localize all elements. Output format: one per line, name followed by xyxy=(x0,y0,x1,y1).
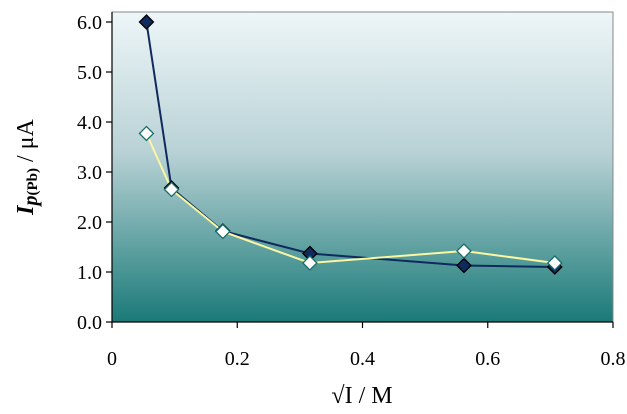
series-2-point xyxy=(546,255,563,271)
axes: 0.0 1.0 2.0 3.0 4.0 5.0 6.0 0 0.2 0.4 0.6 0.8 xyxy=(77,12,626,370)
y-axis-title-sub-pb: (Pb) xyxy=(25,168,41,196)
series-1-point xyxy=(456,257,472,274)
series-2-point xyxy=(214,223,231,240)
y-tick-label: 1.0 xyxy=(77,262,102,284)
y-axis-title-main: I xyxy=(13,204,39,216)
series-1-point xyxy=(138,14,155,30)
y-tick-label: 5.0 xyxy=(77,62,102,84)
y-axis-title: Ip(Pb) / μA xyxy=(13,118,42,215)
series-1-line xyxy=(145,21,555,268)
series-2-point xyxy=(456,243,472,259)
y-axis-title-sub-p: p xyxy=(20,196,42,208)
y-tick-label: 3.0 xyxy=(77,162,102,184)
y-tick-label: 0.0 xyxy=(77,312,102,334)
x-tick-label: 0.4 xyxy=(350,348,375,370)
series-layer xyxy=(138,14,563,275)
plot-area xyxy=(111,11,614,323)
series-2-point xyxy=(163,181,180,198)
x-tick-label: 0.6 xyxy=(475,348,500,370)
y-tick-label: 2.0 xyxy=(77,212,102,234)
series-2-line xyxy=(145,133,555,265)
x-tick-label: 0.2 xyxy=(225,348,250,370)
y-tick-label: 6.0 xyxy=(77,12,102,34)
x-tick-label: 0 xyxy=(107,348,117,370)
x-tick-label: 0.8 xyxy=(601,348,626,370)
y-axis-title-unit: / μA xyxy=(13,118,39,168)
y-tick-label: 4.0 xyxy=(77,112,102,134)
series-2-point xyxy=(301,255,318,271)
x-axis-title: √I / M xyxy=(331,383,392,409)
series-2-point xyxy=(138,125,155,142)
